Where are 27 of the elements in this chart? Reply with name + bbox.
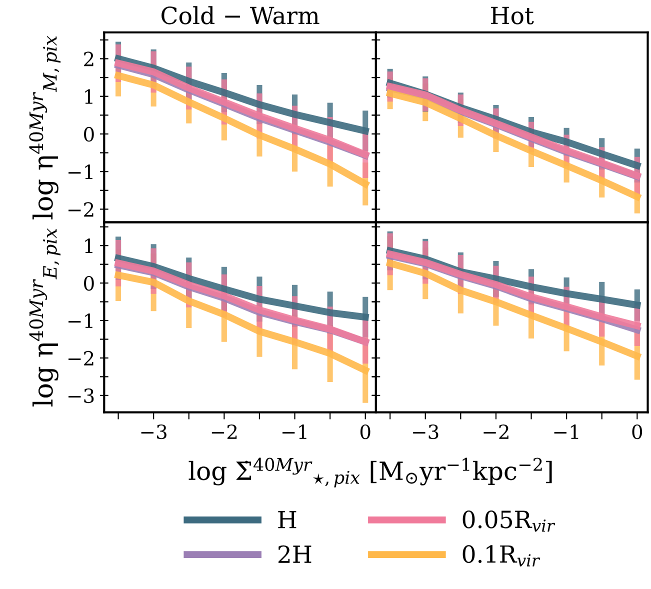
x-tick-label: 0: [360, 424, 370, 440]
y-tick-label: 0: [84, 126, 94, 142]
x-tick-label: 0: [632, 424, 642, 440]
chart-title: Hot: [491, 6, 534, 24]
x-tick-label: −3: [141, 424, 166, 440]
y-tick-label: 1: [85, 238, 92, 253]
x-tick-label: −2: [212, 424, 237, 439]
legend-label: 2H: [278, 545, 312, 563]
y-tick-label: −2: [68, 202, 94, 217]
y-tick-label: −1: [68, 164, 92, 179]
x-tick-label: −1: [554, 424, 578, 439]
chart-title: Cold − Warm: [162, 6, 320, 24]
y-tick-label: −2: [68, 350, 94, 366]
legend-label: 0.05R$_{vir}$: [462, 510, 556, 532]
x-tick-label: −2: [484, 424, 508, 439]
y-tick-label: −3: [68, 388, 94, 404]
y-tick-label: 0: [84, 276, 94, 291]
y-tick-label: 2: [84, 52, 94, 66]
x-tick-label: −1: [282, 424, 306, 439]
y-axis-title: log η$^{40Myr}$$_{M,pix}$: [29, 36, 60, 220]
y-tick-label: −1: [68, 313, 92, 328]
legend-label: H: [278, 510, 296, 528]
text: log Σ̇$^{40Myr}$$_{⋆,pix}$ [M$_{⊙}$yr$^{−1}$kpc$^{−2}$]: [188, 458, 552, 488]
legend-label: 0.1R$_{vir}$: [462, 545, 540, 566]
y-axis-title: log η$^{40Myr}$$_{E,pix}$: [29, 228, 60, 407]
y-tick-label: 1: [85, 89, 92, 104]
x-tick-label: −3: [413, 424, 438, 440]
